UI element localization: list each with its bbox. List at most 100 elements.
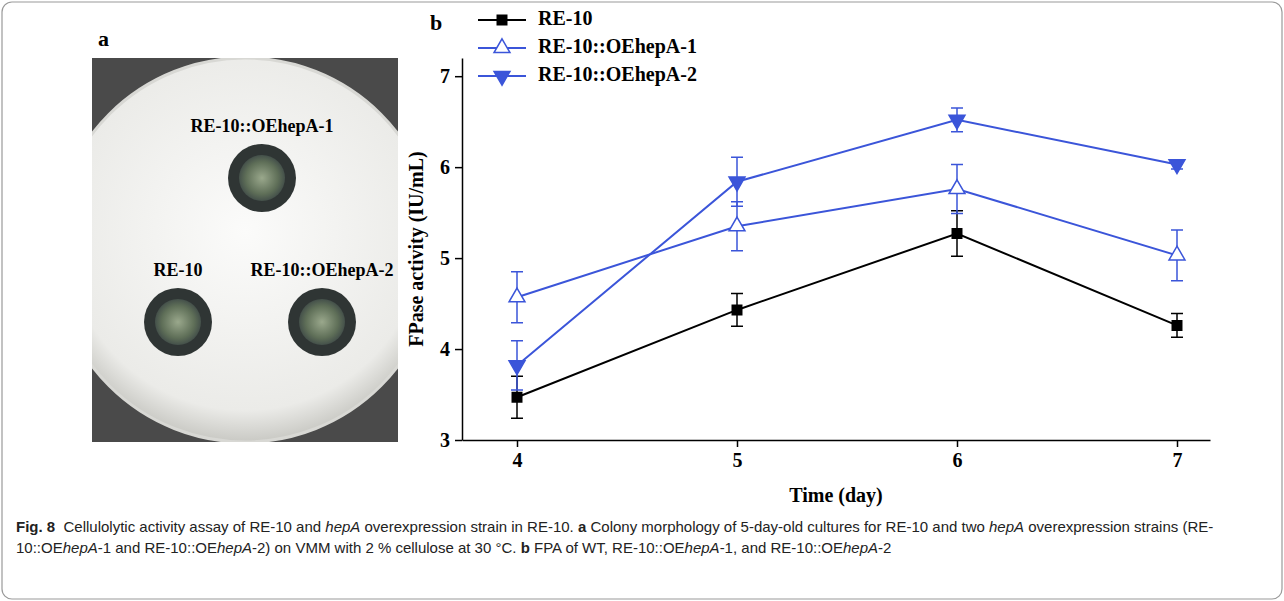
axis-title: FPase activity (IU/mL) bbox=[405, 151, 428, 347]
colony bbox=[288, 288, 356, 356]
colony-label: RE-10 bbox=[154, 260, 203, 280]
legend-label: RE-10::OEhepA-1 bbox=[538, 35, 697, 58]
plot-area bbox=[509, 108, 1185, 418]
tick-label: 5 bbox=[733, 449, 743, 471]
caption-text: a bbox=[578, 518, 586, 535]
tick: 6 bbox=[440, 156, 462, 178]
tick: 5 bbox=[440, 247, 462, 269]
marker bbox=[509, 361, 525, 375]
legend-marker bbox=[494, 39, 510, 53]
caption-text: hepA bbox=[325, 518, 360, 535]
marker bbox=[732, 305, 741, 314]
series bbox=[511, 211, 1183, 418]
panel-b: b 4 5 6 7 3 4 5 6 7 Time (day) FPase activity (IU/m… bbox=[405, 7, 1211, 507]
panel-letter: b bbox=[430, 10, 442, 35]
legend-marker bbox=[494, 71, 510, 85]
error-bar-line bbox=[731, 294, 743, 327]
tick-label: 5 bbox=[440, 247, 450, 269]
axis-line bbox=[463, 440, 1211, 442]
tick-mark bbox=[517, 440, 519, 447]
legend-entry: RE-10::OEhepA-2 bbox=[478, 63, 697, 86]
panel-a: aRE-10::OEhepA-1RE-10 RE-10::OEhepA-2 bbox=[53, 26, 437, 442]
marker bbox=[949, 180, 965, 194]
tick: 4 bbox=[440, 338, 462, 360]
tick-mark bbox=[957, 440, 959, 447]
marker bbox=[952, 229, 961, 238]
marker bbox=[949, 115, 965, 129]
axis-x: 4 5 6 7 bbox=[463, 440, 1211, 471]
colony-center bbox=[299, 299, 345, 345]
caption-text: -2 bbox=[878, 539, 891, 556]
caption-text: -1, and RE-10::OE bbox=[720, 539, 843, 556]
tick-label: 7 bbox=[1173, 449, 1183, 471]
caption: Fig. 8 Cellulolytic activity assay of RE… bbox=[16, 516, 1266, 558]
axis-title: Time (day) bbox=[789, 484, 883, 507]
colony-label: RE-10::OEhepA-2 bbox=[251, 260, 394, 280]
caption-text: Colony morphology of 5-day-old cultures … bbox=[586, 518, 989, 535]
tick-label: 4 bbox=[513, 449, 523, 471]
figure-canvas: aRE-10::OEhepA-1RE-10RE-10::OEhepA-2b456… bbox=[0, 0, 1284, 601]
tick-mark bbox=[737, 440, 739, 447]
series bbox=[509, 164, 1185, 322]
tick-label: 3 bbox=[440, 429, 450, 451]
colony-ring bbox=[228, 144, 296, 212]
series-line bbox=[517, 120, 1177, 366]
marker bbox=[1172, 321, 1181, 330]
legend-label: RE-10::OEhepA-2 bbox=[538, 63, 697, 86]
colony-ring bbox=[288, 288, 356, 356]
figure-svg: aRE-10::OEhepA-1RE-10RE-10::OEhepA-2b456… bbox=[0, 0, 1284, 601]
caption-text: b bbox=[521, 539, 530, 556]
tick-label: 6 bbox=[953, 449, 963, 471]
figure-frame bbox=[2, 2, 1282, 599]
error-bar bbox=[951, 211, 963, 256]
tick: 6 bbox=[953, 440, 963, 471]
colony bbox=[228, 144, 296, 212]
caption-text: FPA of WT, RE-10::OE bbox=[530, 539, 685, 556]
tick-mark bbox=[455, 76, 462, 78]
tick: 3 bbox=[440, 429, 462, 451]
tick: 4 bbox=[513, 440, 523, 471]
tick-mark bbox=[455, 349, 462, 351]
colony-center bbox=[239, 155, 285, 201]
figure: aRE-10::OEhepA-1RE-10RE-10::OEhepA-2b456… bbox=[0, 0, 1284, 601]
caption-text: overexpression strain in RE-10. bbox=[360, 518, 578, 535]
legend-entry: RE-10::OEhepA-1 bbox=[478, 35, 697, 58]
panel-letter: a bbox=[98, 26, 109, 51]
tick: 7 bbox=[440, 65, 462, 87]
caption-text: hepA bbox=[843, 539, 878, 556]
legend-entry: RE-10 bbox=[478, 7, 592, 29]
caption-text: hepA bbox=[217, 539, 252, 556]
caption-text: hepA bbox=[63, 539, 98, 556]
colony bbox=[144, 288, 212, 356]
caption-text: hepA bbox=[685, 539, 720, 556]
tick-mark bbox=[455, 167, 462, 169]
petri-plate bbox=[92, 58, 398, 442]
axis-y: 3 4 5 6 7 bbox=[440, 59, 463, 451]
marker bbox=[1169, 246, 1185, 260]
marker bbox=[512, 393, 521, 402]
marker bbox=[509, 288, 525, 302]
axis-line bbox=[462, 59, 464, 441]
legend-marker bbox=[497, 15, 506, 24]
series bbox=[509, 108, 1185, 390]
tick-mark bbox=[1177, 440, 1179, 447]
error-bar bbox=[731, 294, 743, 327]
series-line bbox=[517, 234, 1177, 398]
error-bar-line bbox=[1171, 314, 1183, 338]
tick-mark bbox=[455, 258, 462, 260]
legend-label: RE-10 bbox=[538, 7, 592, 29]
tick-label: 7 bbox=[440, 65, 450, 87]
tick: 5 bbox=[733, 440, 743, 471]
error-bar bbox=[1171, 314, 1183, 338]
colony-ring bbox=[144, 288, 212, 356]
error-bar-line bbox=[951, 211, 963, 256]
marker bbox=[1169, 160, 1185, 174]
caption-text: -2) on VMM with 2 % cellulose at 30 °C. bbox=[252, 539, 521, 556]
legend: RE-10RE-10::OEhepA-1RE-10::OEhepA-2 bbox=[478, 7, 697, 86]
plate-photo bbox=[92, 58, 398, 442]
caption-text: hepA bbox=[989, 518, 1024, 535]
marker bbox=[729, 217, 745, 231]
tick-label: 6 bbox=[440, 156, 450, 178]
colony-label: RE-10::OEhepA-1 bbox=[191, 116, 334, 136]
caption-text: Cellulolytic activity assay of RE-10 and bbox=[55, 518, 325, 535]
